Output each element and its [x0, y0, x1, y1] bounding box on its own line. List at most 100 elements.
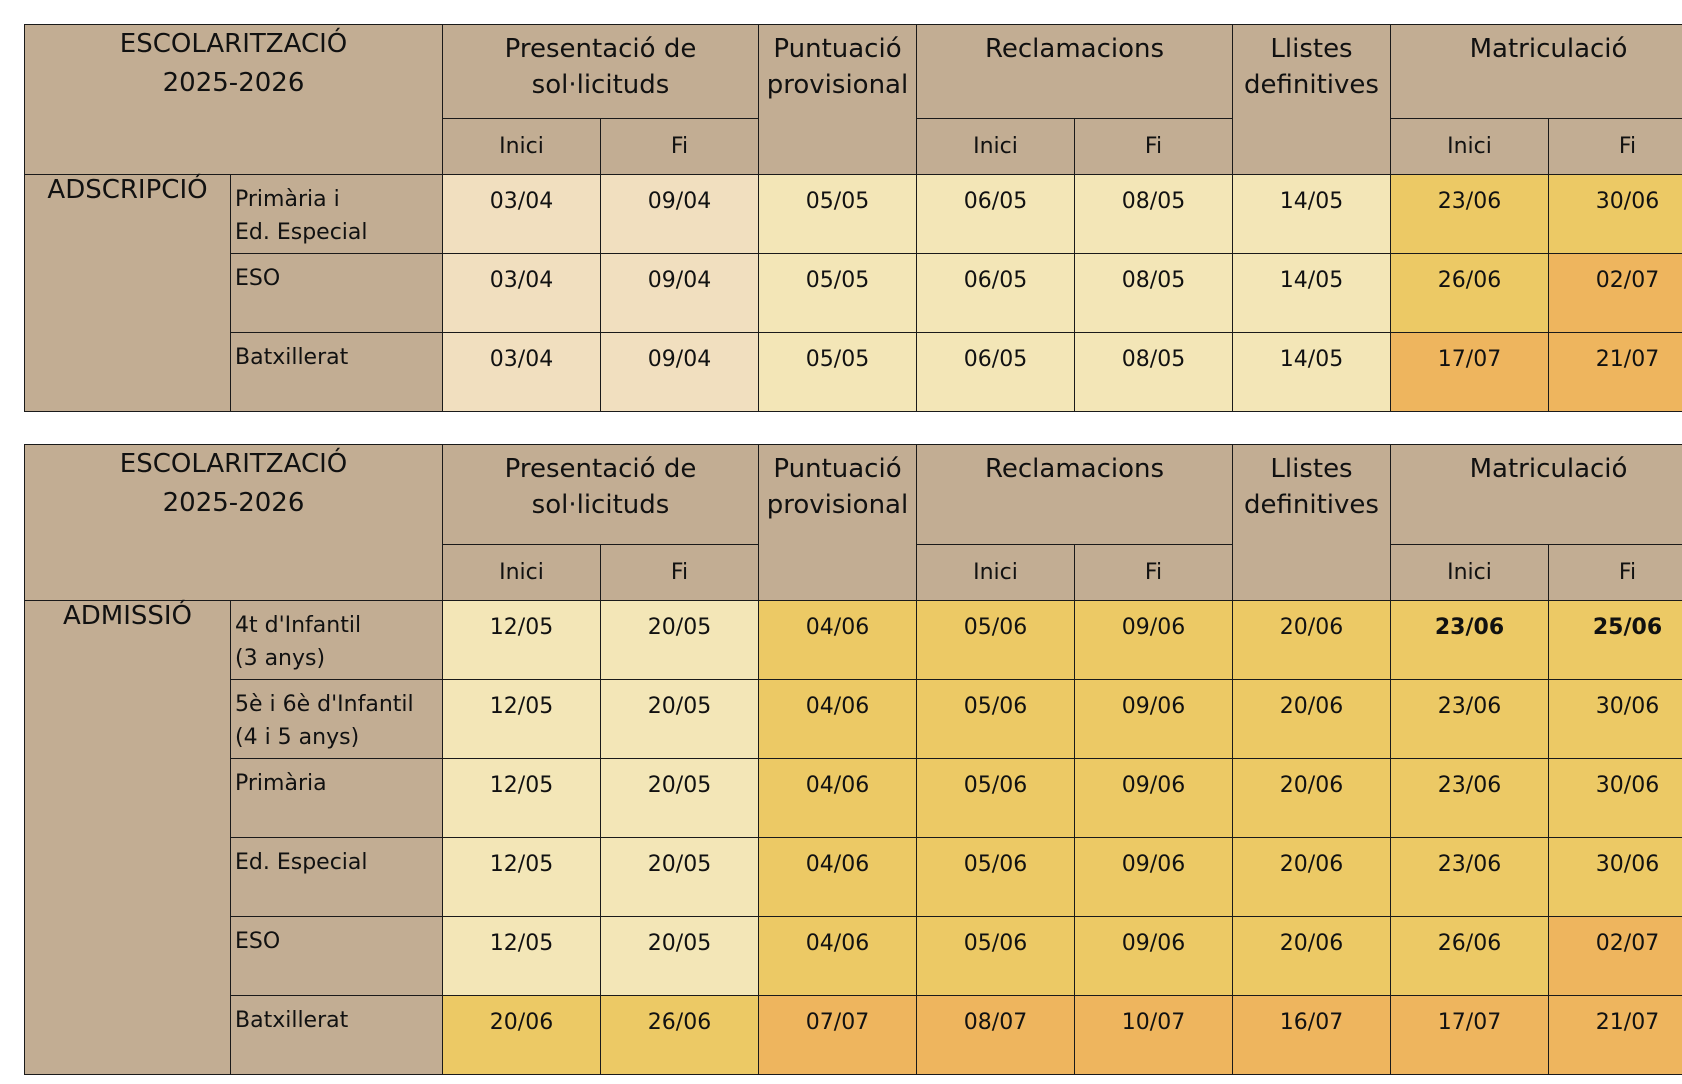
level-label: ESO	[230, 253, 443, 333]
pres-fi-cell: 20/05	[600, 600, 759, 680]
col-header-reclamacions: Reclamacions	[916, 444, 1233, 545]
level-line1: ESO	[235, 266, 281, 291]
table-row: ESO 03/04 09/04 05/05 06/05 08/05 14/05 …	[25, 253, 1682, 333]
recl-fi-cell: 09/06	[1074, 679, 1233, 759]
recl-inici-cell: 05/06	[916, 758, 1075, 838]
recl-fi-cell: 09/06	[1074, 758, 1233, 838]
col-header-llistes: Llistes definitives	[1232, 444, 1391, 601]
table-row: Ed. Especial 12/05 20/05 04/06 05/06 09/…	[25, 837, 1682, 917]
mat-inici-cell: 26/06	[1390, 253, 1549, 333]
recl-inici-cell: 06/05	[916, 332, 1075, 412]
llistes-line2: definitives	[1244, 70, 1379, 100]
llistes-cell: 20/06	[1232, 837, 1391, 917]
pres-fi-cell: 09/04	[600, 253, 759, 333]
sub-header-fi: Fi	[600, 544, 759, 601]
table-row: ADSCRIPCIÓ Primària i Ed. Especial 03/04…	[24, 174, 1682, 412]
sub-header-inici: Inici	[1390, 544, 1549, 601]
mat-inici-cell: 23/06	[1390, 174, 1549, 254]
puntuacio-cell: 05/05	[758, 253, 917, 333]
table-row: Batxillerat 03/04 09/04 05/05 06/05 08/0…	[25, 332, 1682, 412]
table-title: ESCOLARITZACIÓ 2025-2026	[24, 24, 443, 175]
col-header-reclamacions: Reclamacions	[916, 24, 1233, 119]
level-line1: 5è i 6è d'Infantil	[235, 692, 414, 717]
level-line1: ESO	[235, 929, 281, 954]
recl-fi-cell: 10/07	[1074, 995, 1233, 1075]
pres-inici-cell: 03/04	[442, 332, 601, 412]
sub-header-inici: Inici	[442, 118, 601, 175]
recl-inici-cell: 05/06	[916, 916, 1075, 996]
level-label: 5è i 6è d'Infantil (4 i 5 anys)	[230, 679, 443, 759]
recl-fi-cell: 09/06	[1074, 600, 1233, 680]
level-line2: Ed. Especial	[235, 220, 368, 245]
recl-inici-cell: 05/06	[916, 600, 1075, 680]
mat-fi-cell: 02/07	[1547, 253, 1682, 333]
puntuacio-cell: 05/05	[758, 174, 917, 254]
pres-inici-cell: 12/05	[442, 916, 601, 996]
matriculacio-label: Matriculació	[1469, 34, 1628, 64]
level-line1: Batxillerat	[235, 345, 349, 370]
level-label: Primària	[230, 758, 443, 838]
reclamacions-label: Reclamacions	[984, 454, 1165, 484]
recl-inici-cell: 06/05	[916, 253, 1075, 333]
mat-inici-cell: 23/06	[1390, 758, 1549, 838]
pres-inici-cell: 12/05	[442, 758, 601, 838]
pres-fi-cell: 26/06	[600, 995, 759, 1075]
mat-fi-cell: 30/06	[1547, 758, 1682, 838]
pres-inici-cell: 12/05	[442, 600, 601, 680]
sub-header-inici: Inici	[1390, 118, 1549, 175]
col-header-presentacio: Presentació de sol·licituds	[442, 24, 759, 119]
sub-header-fi: Fi	[600, 118, 759, 175]
llistes-cell: 14/05	[1232, 332, 1391, 412]
recl-fi-cell: 08/05	[1074, 332, 1233, 412]
llistes-line1: Llistes	[1270, 454, 1353, 484]
puntuacio-cell: 04/06	[758, 679, 917, 759]
col-header-matriculacio: Matriculació	[1389, 24, 1682, 119]
table-row: ADMISSIÓ 4t d'Infantil (3 anys) 12/05 20…	[24, 600, 1682, 1075]
recl-inici-cell: 08/07	[916, 995, 1075, 1075]
recl-fi-cell: 08/05	[1074, 253, 1233, 333]
level-label: ESO	[230, 916, 443, 996]
llistes-cell: 20/06	[1232, 758, 1391, 838]
puntuacio-line2: provisional	[766, 70, 909, 100]
title-line1: ESCOLARITZACIÓ	[119, 29, 348, 59]
puntuacio-cell: 05/05	[758, 332, 917, 412]
recl-inici-cell: 05/06	[916, 679, 1075, 759]
mat-fi-cell: 02/07	[1547, 916, 1682, 996]
puntuacio-cell: 07/07	[758, 995, 917, 1075]
llistes-cell: 14/05	[1232, 174, 1391, 254]
sub-header-fi: Fi	[1547, 544, 1682, 601]
matriculacio-label: Matriculació	[1469, 454, 1628, 484]
pres-inici-cell: 03/04	[442, 174, 601, 254]
pres-inici-cell: 20/06	[442, 995, 601, 1075]
table-row: Batxillerat 20/06 26/06 07/07 08/07 10/0…	[25, 995, 1682, 1075]
mat-fi-cell: 21/07	[1547, 332, 1682, 412]
mat-fi-cell: 30/06	[1547, 174, 1682, 254]
llistes-cell: 16/07	[1232, 995, 1391, 1075]
mat-fi-cell: 30/06	[1547, 837, 1682, 917]
pres-inici-cell: 12/05	[442, 837, 601, 917]
mat-inici-cell: 23/06	[1390, 600, 1549, 680]
sub-header-inici: Inici	[916, 118, 1075, 175]
mat-inici-cell: 23/06	[1390, 837, 1549, 917]
mat-fi-cell: 30/06	[1547, 679, 1682, 759]
puntuacio-line1: Puntuació	[773, 34, 902, 64]
level-label: Batxillerat	[230, 332, 443, 412]
section-label-admissio: ADMISSIÓ	[24, 600, 231, 1075]
level-label: 4t d'Infantil (3 anys)	[230, 600, 443, 680]
admissio-table: ESCOLARITZACIÓ 2025-2026 Presentació de …	[24, 444, 1682, 1075]
col-header-presentacio: Presentació de sol·licituds	[442, 444, 759, 545]
presentacio-line1: Presentació de	[504, 454, 697, 484]
level-label: Batxillerat	[230, 995, 443, 1075]
llistes-line1: Llistes	[1270, 34, 1353, 64]
recl-fi-cell: 09/06	[1074, 916, 1233, 996]
col-header-llistes: Llistes definitives	[1232, 24, 1391, 175]
mat-inici-cell: 26/06	[1390, 916, 1549, 996]
mat-fi-cell: 21/07	[1547, 995, 1682, 1075]
llistes-cell: 20/06	[1232, 600, 1391, 680]
puntuacio-cell: 04/06	[758, 916, 917, 996]
recl-fi-cell: 09/06	[1074, 837, 1233, 917]
mat-inici-cell: 23/06	[1390, 679, 1549, 759]
mat-inici-cell: 17/07	[1390, 995, 1549, 1075]
sub-header-inici: Inici	[916, 544, 1075, 601]
recl-inici-cell: 05/06	[916, 837, 1075, 917]
